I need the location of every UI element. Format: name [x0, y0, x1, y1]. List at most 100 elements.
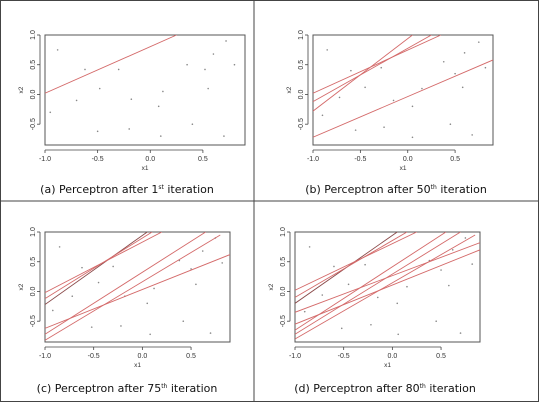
- chart-panel: -1.0 -0.5 0.0 0.5 x1 -0.5 0.0 0.5 1.0 x2 (c) Perce…: [18, 227, 231, 395]
- x-axis-label: x1: [384, 362, 391, 369]
- caption-superscript: th: [431, 184, 437, 191]
- data-point: [120, 325, 122, 327]
- data-point: [209, 332, 212, 334]
- boundary-line: [45, 234, 221, 341]
- y-tick-label: -0.5: [298, 118, 305, 130]
- data-point: [392, 99, 395, 102]
- caption-main: Perceptron after 75: [55, 382, 161, 395]
- boundary-line: [295, 232, 417, 291]
- boundary-line: [295, 234, 476, 340]
- caption-superscript: th: [420, 383, 426, 390]
- data-point: [421, 87, 423, 90]
- data-point: [182, 320, 185, 322]
- x-tick-label: -1.0: [307, 156, 319, 163]
- data-point: [81, 266, 83, 269]
- data-point: [376, 296, 379, 299]
- y-tick-label: 0.5: [30, 60, 37, 70]
- boundary-lines: [45, 232, 230, 341]
- data-point: [98, 87, 101, 90]
- x-axis-label: x1: [400, 165, 407, 172]
- boundary-lines: [295, 232, 480, 340]
- y-tick-label: -0.5: [280, 315, 287, 327]
- data-point: [411, 136, 414, 139]
- data-point: [303, 310, 306, 313]
- x-tick-label: -1.0: [39, 156, 51, 163]
- data-point: [333, 265, 335, 268]
- plot-frame: [312, 34, 494, 146]
- y-tick-label: 1.0: [298, 30, 305, 40]
- data-point: [212, 53, 215, 55]
- data-point: [397, 333, 400, 336]
- data-point: [308, 246, 311, 248]
- data-point: [204, 68, 206, 71]
- data-point: [477, 41, 480, 43]
- caption-panel-label: (c): [37, 382, 55, 395]
- plot-frame: [294, 231, 481, 343]
- data-point: [463, 52, 466, 54]
- caption-superscript: th: [161, 383, 167, 390]
- data-point: [207, 87, 209, 90]
- data-point: [96, 130, 99, 133]
- data-point: [221, 262, 224, 264]
- data-point: [326, 49, 329, 51]
- caption-rest: iteration: [164, 183, 214, 196]
- data-point: [464, 237, 467, 239]
- boundary-line: [45, 232, 163, 294]
- data-point: [186, 63, 188, 66]
- data-point: [71, 295, 74, 298]
- y-axis-label: x2: [268, 283, 275, 290]
- data-point: [191, 123, 194, 125]
- data-point: [130, 98, 133, 101]
- caption-panel-label: (a): [40, 183, 59, 196]
- data-point: [454, 72, 456, 75]
- data-point: [435, 320, 437, 322]
- panel-caption: (d) Perceptron after 80th iteration: [294, 382, 476, 395]
- data-point: [471, 134, 473, 136]
- x-tick-label: 0.5: [186, 353, 196, 360]
- data-point: [201, 250, 204, 252]
- data-point: [471, 263, 474, 265]
- x-tick-label: -1.0: [39, 353, 51, 360]
- caption-main: Perceptron after 50: [324, 183, 430, 196]
- y-tick-label: 0.0: [30, 286, 37, 296]
- panel-caption: (c) Perceptron after 75th iteration: [37, 382, 218, 395]
- caption-rest: iteration: [167, 382, 217, 395]
- boundary-lines: [45, 35, 177, 94]
- data-point: [128, 128, 131, 130]
- data-point: [149, 333, 151, 336]
- x-tick-label: 0.5: [198, 156, 208, 163]
- data-point: [383, 126, 385, 128]
- data-point: [146, 302, 149, 305]
- data-point: [442, 60, 445, 63]
- y-tick-label: 0.5: [298, 60, 305, 70]
- data-point: [112, 265, 114, 268]
- data-point: [56, 49, 59, 51]
- plot-frame: [44, 34, 246, 146]
- caption-rest: iteration: [426, 382, 476, 395]
- data-point: [49, 111, 52, 114]
- boundary-line: [45, 232, 148, 305]
- data-point: [117, 68, 120, 71]
- y-tick-label: 1.0: [280, 227, 287, 237]
- plot-frame: [44, 231, 231, 343]
- data-point: [459, 332, 462, 334]
- data-point: [51, 309, 54, 312]
- x-tick-label: -1.0: [289, 353, 301, 360]
- data-point: [97, 281, 100, 284]
- y-tick-label: 0.0: [30, 89, 37, 99]
- y-tick-label: -0.5: [30, 315, 37, 327]
- x-tick-label: 0.0: [388, 353, 398, 360]
- x-tick-label: 0.0: [403, 156, 413, 163]
- data-point: [90, 326, 93, 328]
- x-tick-label: -0.5: [92, 156, 104, 163]
- data-point: [484, 66, 487, 69]
- data-point: [195, 283, 197, 286]
- caption-main: Perceptron after 80: [313, 382, 419, 395]
- caption-main: Perceptron after 1: [59, 183, 158, 196]
- data-point: [370, 323, 372, 326]
- x-tick-label: -0.5: [338, 353, 350, 360]
- y-tick-label: 0.0: [298, 89, 305, 99]
- data-point: [461, 86, 464, 89]
- data-point: [354, 129, 357, 131]
